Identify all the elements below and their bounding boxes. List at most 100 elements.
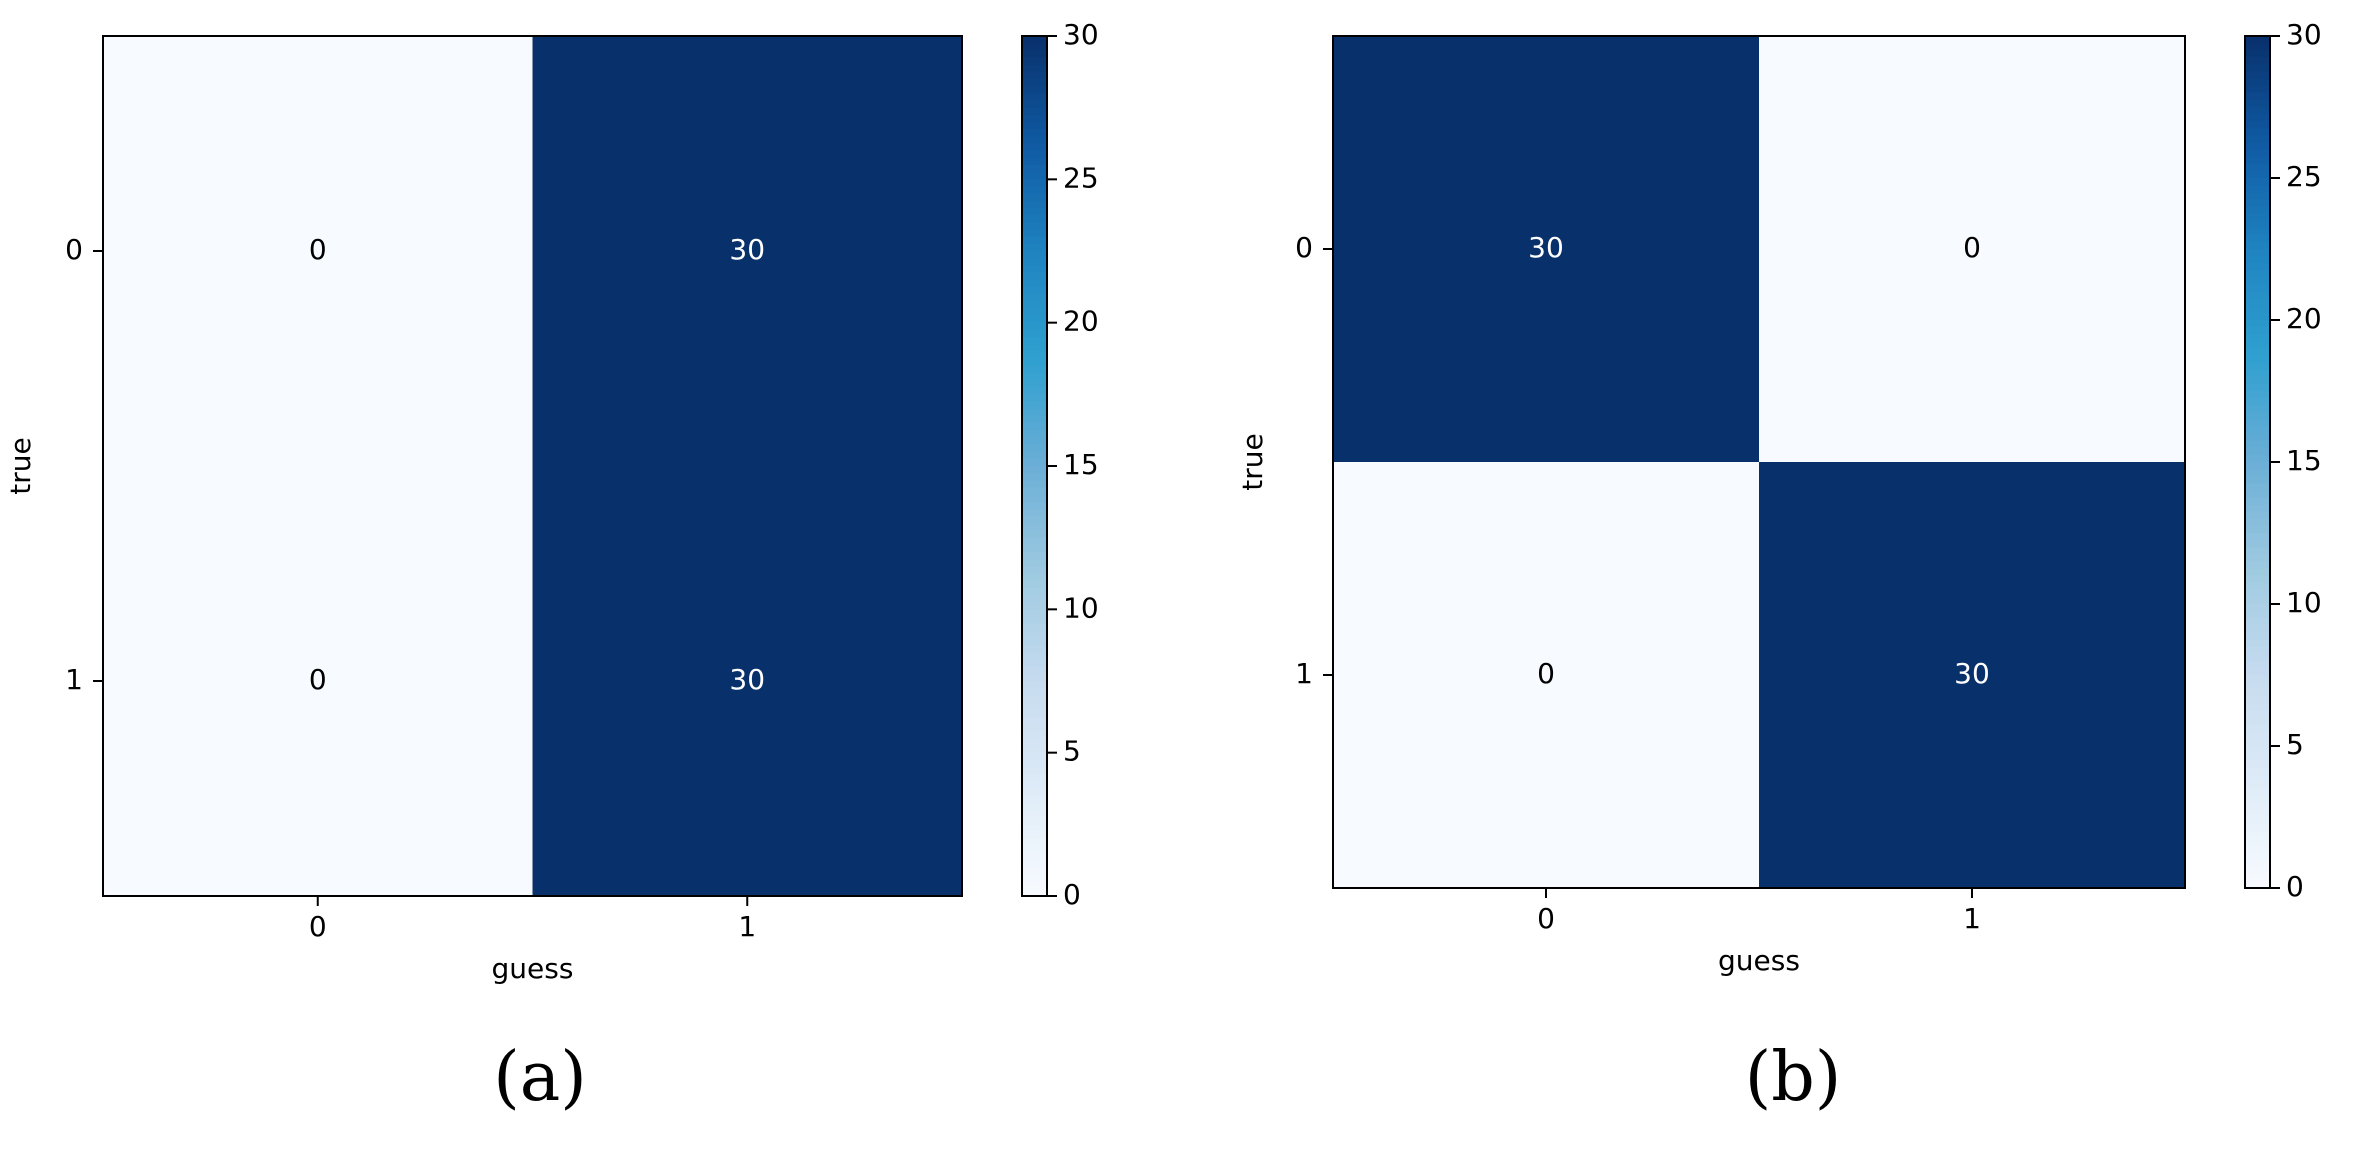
colorbar-band <box>1022 272 1047 281</box>
colorbar-band <box>2245 660 2270 669</box>
colorbar-band <box>2245 632 2270 641</box>
cell-value-label: 0 <box>1537 657 1555 690</box>
colorbar-tick-label: 5 <box>2286 728 2304 761</box>
colorbar-band <box>2245 185 2270 193</box>
colorbar-band <box>1022 329 1047 338</box>
colorbar-band <box>2245 156 2270 165</box>
colorbar-tick-label: 30 <box>1063 18 1099 51</box>
heatmap-cell <box>103 36 533 467</box>
colorbar-band <box>1022 523 1047 532</box>
colorbar-band <box>2245 341 2270 349</box>
colorbar-band <box>1022 208 1047 216</box>
colorbar-band <box>2245 199 2270 207</box>
colorbar-band <box>1022 466 1047 474</box>
x-tick-label: 0 <box>309 910 327 943</box>
colorbar-band <box>2245 625 2270 633</box>
colorbar-band <box>1022 157 1047 166</box>
colorbar-band <box>2245 483 2270 491</box>
colorbar-band <box>1022 802 1047 811</box>
y-tick-label: 1 <box>1295 657 1313 690</box>
colorbar-band <box>1022 874 1047 883</box>
colorbar-tick-label: 10 <box>1063 591 1099 624</box>
colorbar-band <box>2245 135 2270 144</box>
colorbar-band <box>1022 652 1047 661</box>
colorbar-band <box>2245 753 2270 761</box>
colorbar-band <box>2245 511 2270 520</box>
colorbar-band <box>2245 334 2270 342</box>
colorbar-band <box>1022 623 1047 632</box>
colorbar-band <box>2245 646 2270 655</box>
colorbar-band <box>2245 99 2270 108</box>
colorbar-tick-label: 15 <box>2286 444 2322 477</box>
heatmap-cell <box>532 466 963 897</box>
colorbar-band <box>1022 573 1047 582</box>
colorbar-band <box>2245 490 2270 499</box>
colorbar-band <box>2245 305 2270 314</box>
colorbar-band <box>2245 738 2270 747</box>
colorbar-band <box>1022 43 1047 51</box>
colorbar-band <box>1022 423 1047 431</box>
colorbar-band <box>1022 387 1047 395</box>
colorbar-band <box>2245 596 2270 605</box>
colorbar-band <box>1022 580 1047 589</box>
colorbar-band <box>1022 372 1047 381</box>
colorbar-band <box>2245 845 2270 854</box>
colorbar-band <box>2245 618 2270 626</box>
colorbar-band <box>1022 702 1047 711</box>
colorbar-band <box>2245 398 2270 406</box>
y-tick-label: 1 <box>65 663 83 696</box>
colorbar-band <box>1022 365 1047 374</box>
colorbar-band <box>1022 795 1047 804</box>
colorbar-band <box>1022 380 1047 388</box>
colorbar-band <box>1022 430 1047 438</box>
colorbar-band <box>1022 494 1047 503</box>
colorbar-band <box>1022 36 1047 44</box>
colorbar-band <box>1022 817 1047 825</box>
colorbar-band <box>1022 93 1047 102</box>
colorbar-band <box>1022 286 1047 295</box>
colorbar-band <box>1022 630 1047 639</box>
colorbar-band <box>2245 170 2270 179</box>
colorbar-band <box>1022 408 1047 417</box>
colorbar-band <box>1022 301 1047 309</box>
colorbar-band <box>2245 696 2270 704</box>
colorbar-band <box>1022 609 1047 618</box>
colorbar-band <box>1022 79 1047 87</box>
colorbar-band <box>1022 788 1047 797</box>
colorbar-band <box>2245 639 2270 648</box>
heatmap-cell <box>103 466 533 897</box>
colorbar-band <box>1022 845 1047 854</box>
colorbar-band <box>2245 667 2270 676</box>
colorbar-band <box>1022 501 1047 510</box>
colorbar-band <box>2245 376 2270 385</box>
colorbar-band <box>2245 525 2270 534</box>
colorbar-band <box>1022 645 1047 653</box>
heatmap-cell <box>1759 462 2186 889</box>
colorbar-band <box>2245 234 2270 243</box>
colorbar-band <box>1022 200 1047 209</box>
colorbar-band <box>2245 320 2270 328</box>
colorbar-band <box>2245 547 2270 555</box>
colorbar-tick-label: 20 <box>1063 305 1099 338</box>
colorbar-band <box>1022 537 1047 546</box>
colorbar-band <box>2245 462 2270 470</box>
colorbar-band <box>2245 447 2270 456</box>
colorbar-band <box>2245 795 2270 804</box>
colorbar-band <box>2245 121 2270 129</box>
colorbar-band <box>2245 518 2270 527</box>
colorbar-band <box>2245 405 2270 413</box>
colorbar-band <box>2245 433 2270 442</box>
colorbar-band <box>1022 294 1047 302</box>
colorbar-band <box>2245 689 2270 697</box>
colorbar-band <box>2245 369 2270 378</box>
colorbar-band <box>1022 559 1047 567</box>
colorbar-band <box>2245 50 2270 58</box>
heatmap-cell <box>1333 462 1760 889</box>
colorbar-band <box>1022 193 1047 202</box>
colorbar-band <box>1022 759 1047 768</box>
colorbar-band <box>1022 186 1047 195</box>
y-axis-label: true <box>1236 433 1269 490</box>
colorbar-band <box>2245 746 2270 754</box>
colorbar-band <box>1022 516 1047 524</box>
